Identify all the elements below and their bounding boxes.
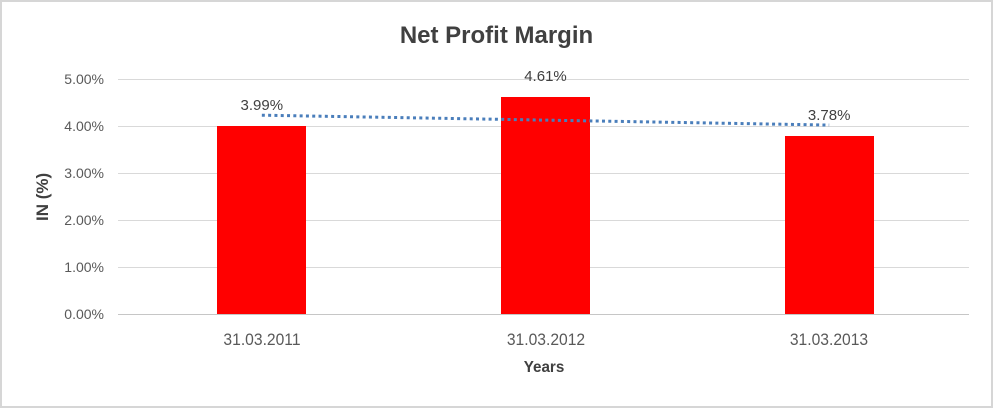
y-tick-label: 2.00% — [64, 212, 104, 228]
data-label: 4.61% — [524, 68, 567, 86]
data-label: 3.78% — [807, 107, 851, 125]
chart-title: Net Profit Margin — [399, 22, 594, 49]
y-gridline — [118, 78, 969, 80]
x-axis-title: Years — [523, 359, 564, 376]
x-tick-label: 31.03.2012 — [506, 330, 585, 349]
y-tick-label: 0.00% — [64, 306, 104, 322]
plot-area — [118, 78, 969, 315]
bar-31.03.2012 — [501, 97, 590, 314]
trendline — [261, 113, 830, 127]
data-label: 3.99% — [240, 97, 284, 115]
bar-31.03.2013 — [784, 136, 874, 314]
y-tick-label: 4.00% — [64, 118, 104, 134]
bar-31.03.2011 — [217, 126, 307, 314]
y-tick-label: 1.00% — [64, 259, 104, 275]
y-tick-label: 5.00% — [64, 71, 104, 87]
x-tick-label: 31.03.2013 — [790, 330, 869, 349]
x-tick-label: 31.03.2011 — [223, 330, 301, 349]
trendline-layer — [261, 113, 830, 127]
y-tick-label: 3.00% — [64, 165, 104, 181]
y-axis-title: IN (%) — [33, 172, 52, 221]
